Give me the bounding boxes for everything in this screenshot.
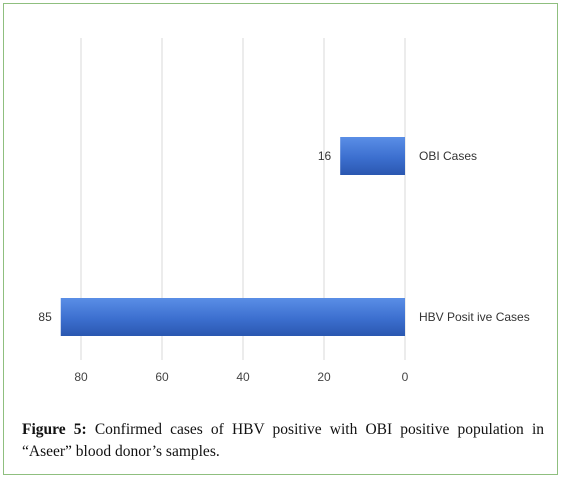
bar-hbv-positive-cases — [60, 298, 405, 336]
labels: 0 20 40 60 80 16 OBI Cases 85 HBV Posit ive Case… — [38, 149, 529, 384]
category-label: OBI Cases — [419, 149, 477, 163]
x-tick-label: 40 — [236, 370, 250, 384]
x-tick-label: 20 — [317, 370, 331, 384]
x-tick-label: 80 — [74, 370, 88, 384]
figure-frame — [3, 3, 558, 475]
category-label: HBV Posit ive Cases — [419, 310, 530, 324]
data-label: 16 — [318, 149, 332, 163]
bars — [60, 137, 405, 336]
caption-text: Confirmed cases of HBV positive with OBI… — [22, 421, 544, 460]
caption-label: Figure 5: — [22, 421, 87, 438]
bar-obi-cases — [340, 137, 405, 175]
x-tick-label: 0 — [402, 370, 409, 384]
figure-caption: Figure 5: Confirmed cases of HBV positiv… — [22, 419, 544, 463]
x-tick-label: 60 — [155, 370, 169, 384]
data-label: 85 — [38, 310, 52, 324]
